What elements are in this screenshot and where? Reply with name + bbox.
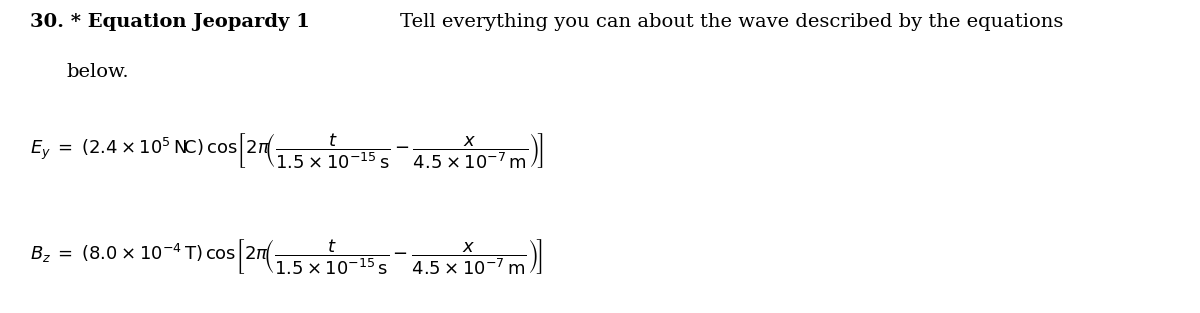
Text: 30. * Equation Jeopardy 1: 30. * Equation Jeopardy 1 bbox=[30, 13, 317, 31]
Text: Tell everything you can about the wave described by the equations: Tell everything you can about the wave d… bbox=[400, 13, 1063, 31]
Text: below.: below. bbox=[66, 63, 128, 81]
Text: $B_z \; = \; (8.0 \times 10^{-4}\, \mathrm{T})\, \cos\!\left[2\pi\!\left(\dfrac{: $B_z \; = \; (8.0 \times 10^{-4}\, \math… bbox=[30, 237, 542, 276]
Text: $E_y \; = \; (2.4 \times 10^5\, \mathrm{N\!C})\, \cos\!\left[2\pi\!\left(\dfrac{: $E_y \; = \; (2.4 \times 10^5\, \mathrm{… bbox=[30, 131, 544, 170]
